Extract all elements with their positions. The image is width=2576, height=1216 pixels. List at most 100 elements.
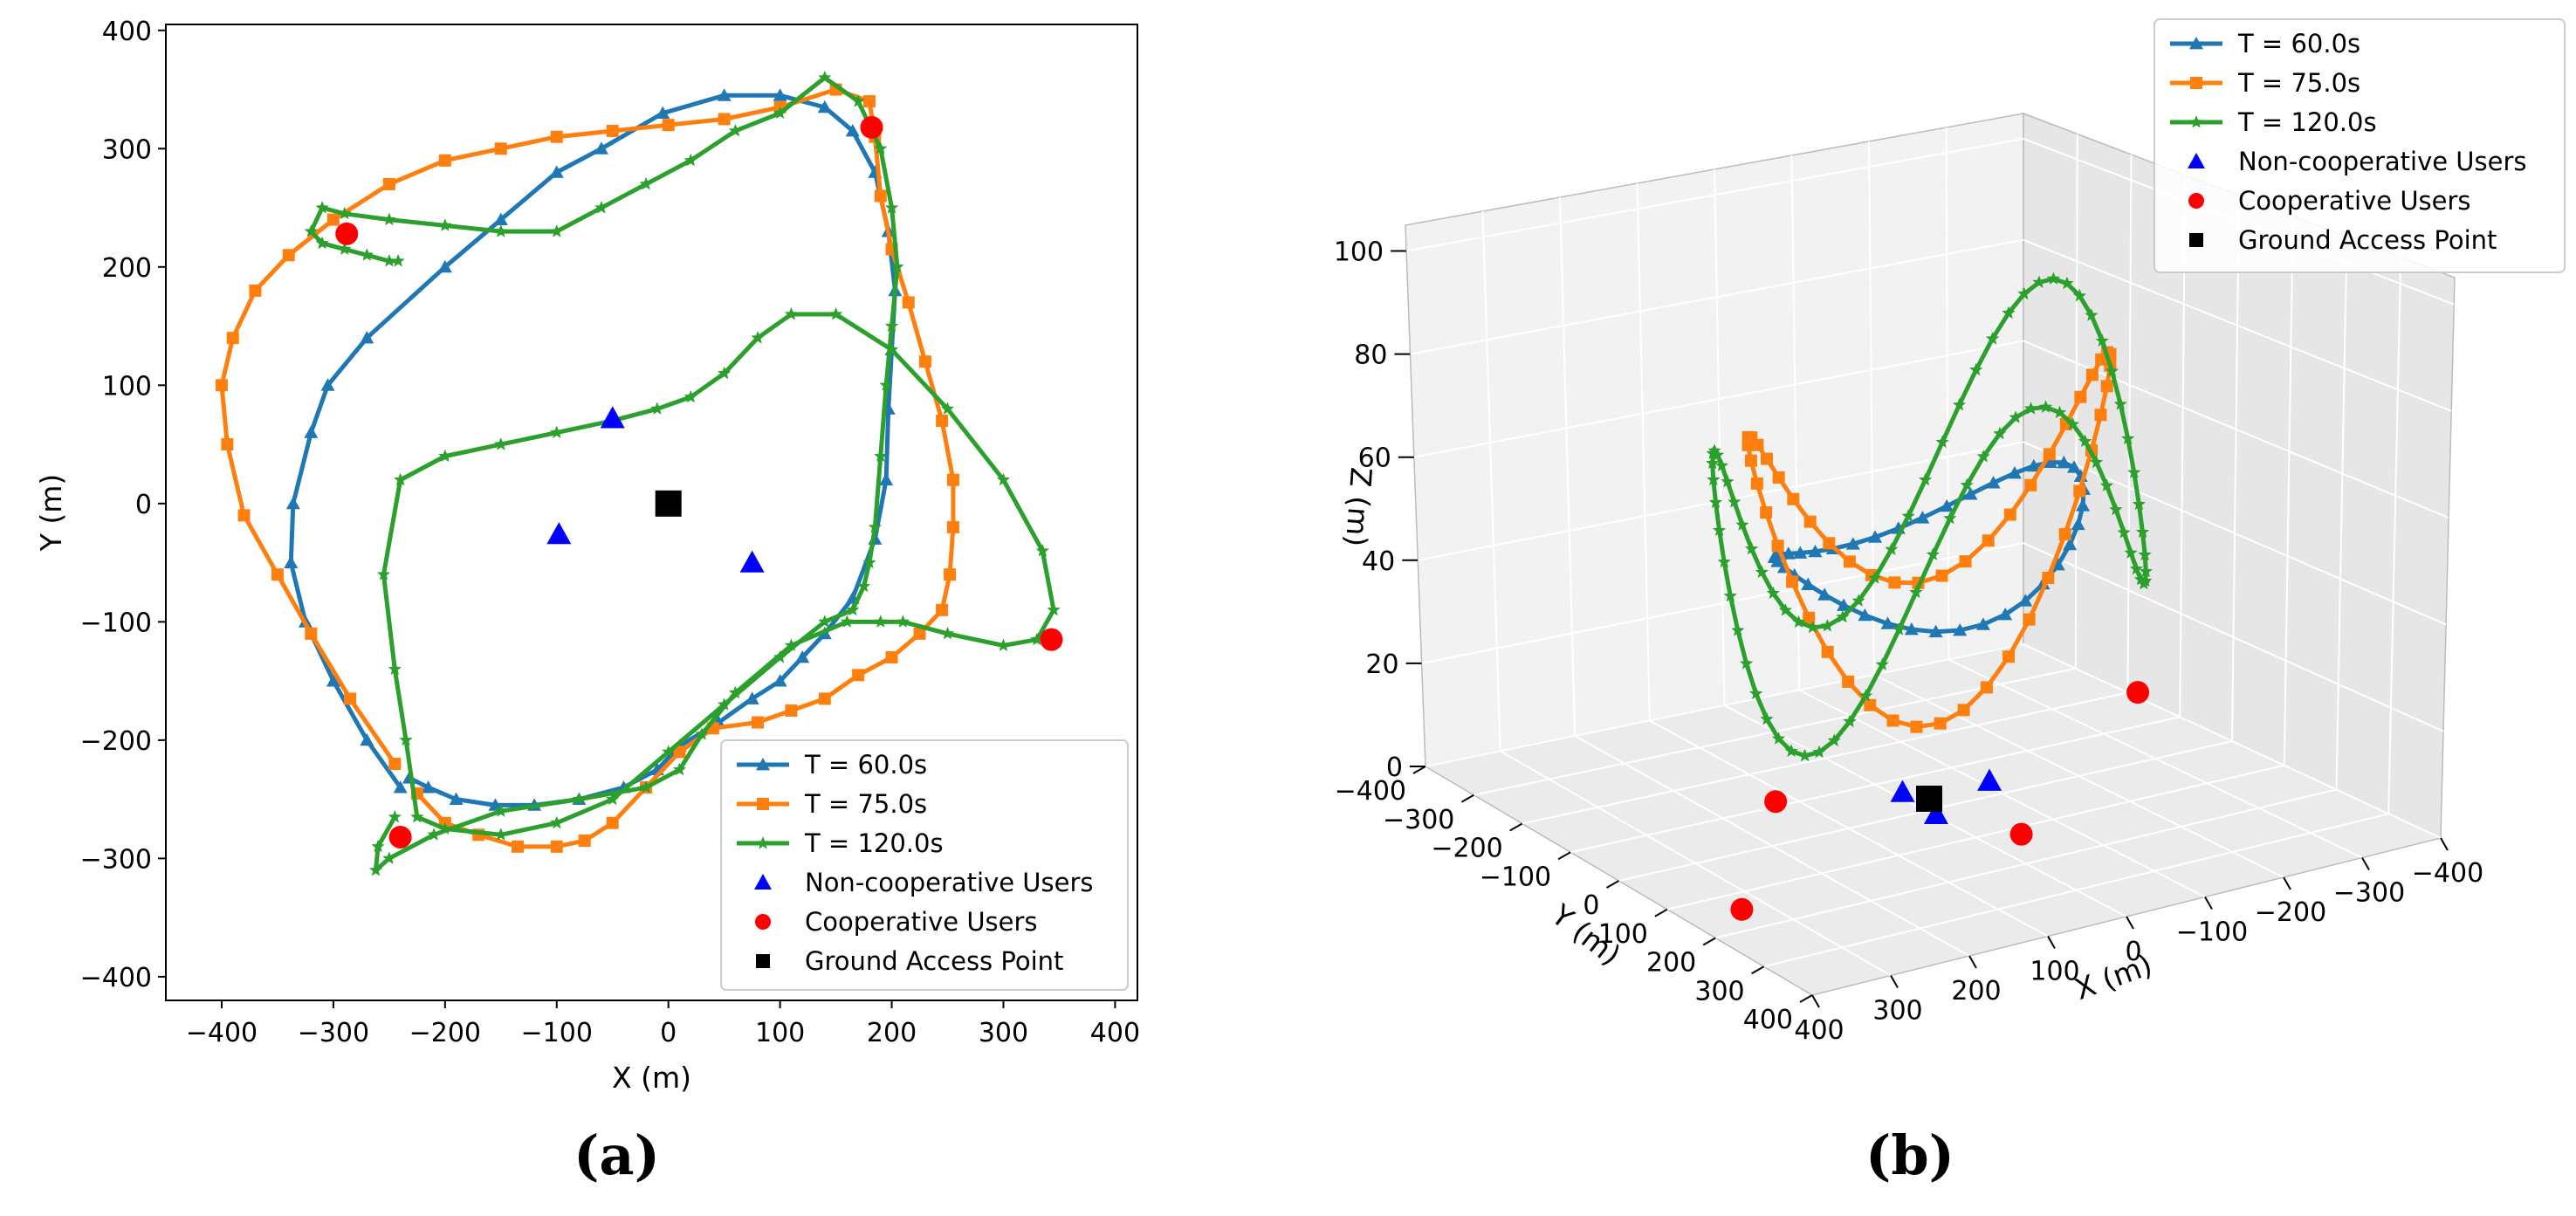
series-line [219,87,956,849]
series-non-cooperative-users [546,406,765,573]
data-point [382,212,396,226]
data-point [594,201,608,214]
grid-line [1666,764,2284,910]
data-point [728,124,743,137]
data-point [845,123,860,137]
grid-line [2231,195,2240,742]
y-tick-label: −100 [80,608,152,638]
data-point [1035,544,1049,557]
data-point [1986,476,2001,489]
data-point [879,472,894,486]
data-point [862,555,876,569]
data-point [936,603,949,616]
data-point [606,792,620,806]
grid-line [1873,674,2284,878]
data-point [237,509,251,522]
y-tick [1412,766,1426,774]
data-point [773,88,787,101]
x-tick [2361,857,2370,870]
grid-line [1790,155,1801,690]
legend-label: Ground Access Point [805,946,1063,976]
data-point [427,828,441,841]
data-point [996,638,1011,651]
y-tick-label: 0 [135,490,152,520]
data-point [578,835,591,848]
data-point [2066,417,2080,430]
data-point [1803,611,1816,624]
data-point [606,124,619,137]
data-point [1707,472,1721,486]
data-point [494,828,508,841]
data-point [284,555,299,568]
data-point [2127,465,2141,478]
legend-marker [2188,153,2205,168]
data-point [1943,511,1957,525]
data-point [718,113,731,126]
data-point [1823,537,1836,550]
data-point [226,332,239,345]
data-point [304,425,319,438]
data-point [388,825,412,848]
data-point [326,674,340,687]
legend-label: T = 75.0s [804,789,927,819]
data-point [421,780,436,793]
series-ground-points [1730,681,2150,921]
data-point [1801,577,1816,590]
data-point [1842,675,1855,688]
data-point [1772,471,1785,484]
data-point [1771,732,1786,745]
data-point [2078,434,2092,448]
data-point [1836,609,1850,623]
series-t-75-0s [215,83,959,853]
data-point [344,692,357,705]
data-point [1706,456,1720,470]
x-tick [2047,936,2056,949]
data-point [944,568,957,581]
grid-line [1636,182,1651,721]
legend-marker [2190,77,2202,89]
data-point [773,106,787,120]
grid-line [2387,257,2402,814]
data-point [315,201,329,214]
data-point [285,496,300,510]
x-tick-label: −300 [298,1018,369,1048]
data-point [2109,502,2123,516]
data-point [2139,564,2153,578]
x-axis-label: X (m) [2071,947,2157,1006]
data-point [2017,286,2031,300]
data-point [639,176,653,190]
y-tick-label: −100 [1480,862,1551,892]
data-point [304,224,318,237]
data-point [2042,572,2055,585]
data-point [2050,557,2065,571]
data-point [393,780,408,793]
data-point [2074,390,2087,403]
z-tick-label: 100 [1334,237,1384,268]
data-point [852,669,865,682]
data-point [1868,571,1882,584]
data-point [1880,616,1895,629]
data-point [2043,448,2056,461]
data-point [913,627,926,640]
data-point [438,449,452,463]
data-point [2085,368,2099,381]
data-point [1787,492,1800,505]
y-tick-label: 300 [1694,976,1744,1006]
data-point [2026,458,2041,472]
data-point [1952,397,1967,411]
cooperative-user [1764,790,1788,814]
data-point [360,331,374,344]
data-point [1786,575,1799,588]
data-point [1821,645,1834,658]
data-point [2129,561,2144,575]
data-point [1837,598,1851,611]
data-point [1745,541,1759,555]
data-point [1901,509,1915,522]
y-tick [1751,965,1765,975]
panel-label-a: (a) [574,1123,660,1187]
data-point [1985,332,2000,345]
data-point [918,355,931,368]
data-point [549,165,564,178]
data-point [410,810,424,823]
panel-a-chart: −400 −300 −200 −100 0 100 200 300 400 −400 −300 −20… [34,17,1140,1187]
